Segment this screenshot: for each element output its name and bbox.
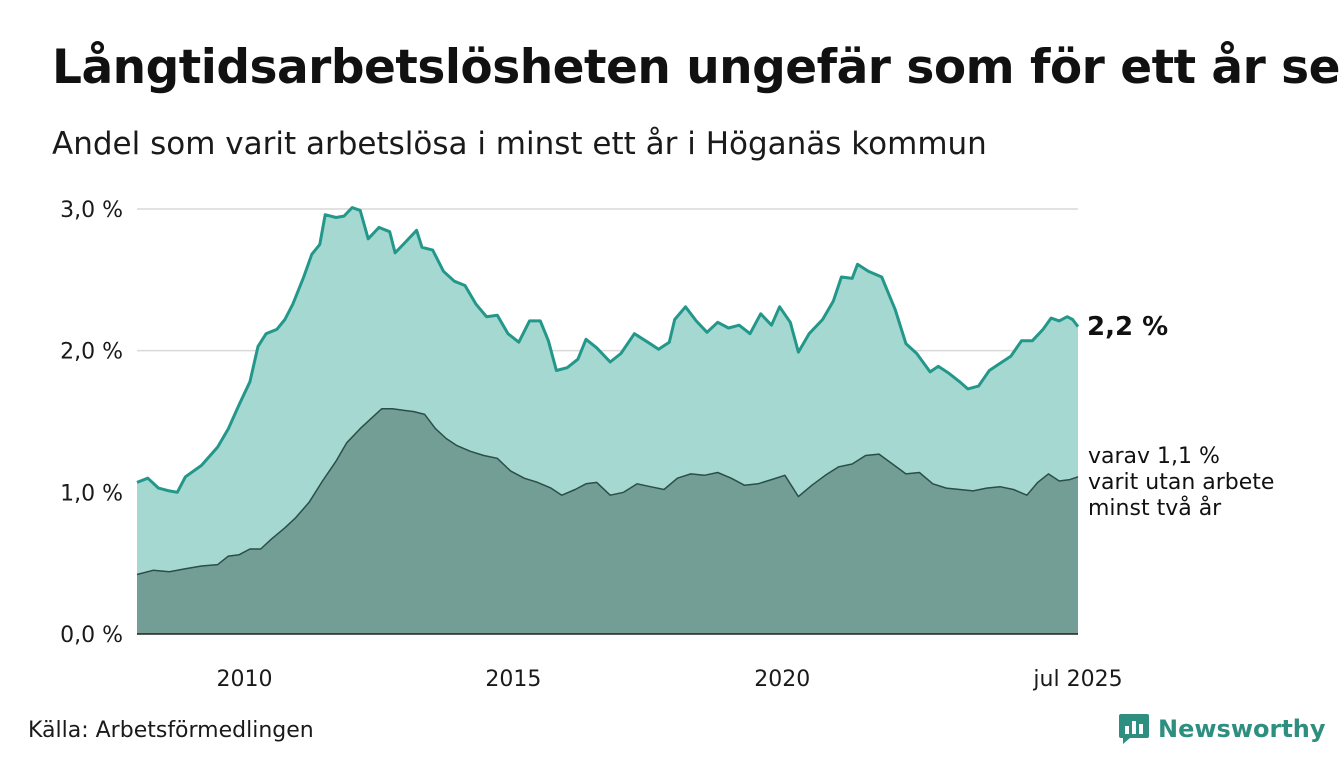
- x-tick-label: 2010: [217, 667, 273, 692]
- y-tick-label: 3,0 %: [60, 198, 123, 223]
- source-note: Källa: Arbetsförmedlingen: [28, 718, 314, 743]
- sub-value-label-line2: varit utan arbete: [1088, 470, 1275, 495]
- series-sub-area: [137, 408, 1078, 634]
- series-total-line: [136, 206, 1080, 494]
- newsworthy-icon: [1119, 714, 1149, 744]
- brand-name: Newsworthy: [1158, 715, 1326, 743]
- y-tick-label: 2,0 %: [60, 340, 123, 365]
- brand-logo[interactable]: Newsworthy: [1118, 712, 1326, 746]
- y-tick-label: 1,0 %: [60, 481, 123, 506]
- sub-value-label-line3: minst två år: [1088, 496, 1222, 521]
- chart-subtitle: Andel som varit arbetslösa i minst ett å…: [52, 126, 987, 162]
- x-tick-label: jul 2025: [1032, 667, 1122, 692]
- x-tick-label: 2015: [485, 667, 541, 692]
- total-value-label: 2,2 %: [1087, 312, 1169, 342]
- chart-title: Långtidsarbetslösheten ungefär som för e…: [52, 40, 1340, 95]
- series-sub-line: [136, 408, 1079, 576]
- x-tick-label: 2020: [754, 667, 810, 692]
- y-tick-label: 0,0 %: [60, 623, 123, 648]
- sub-value-label-line1: varav 1,1 %: [1088, 444, 1220, 469]
